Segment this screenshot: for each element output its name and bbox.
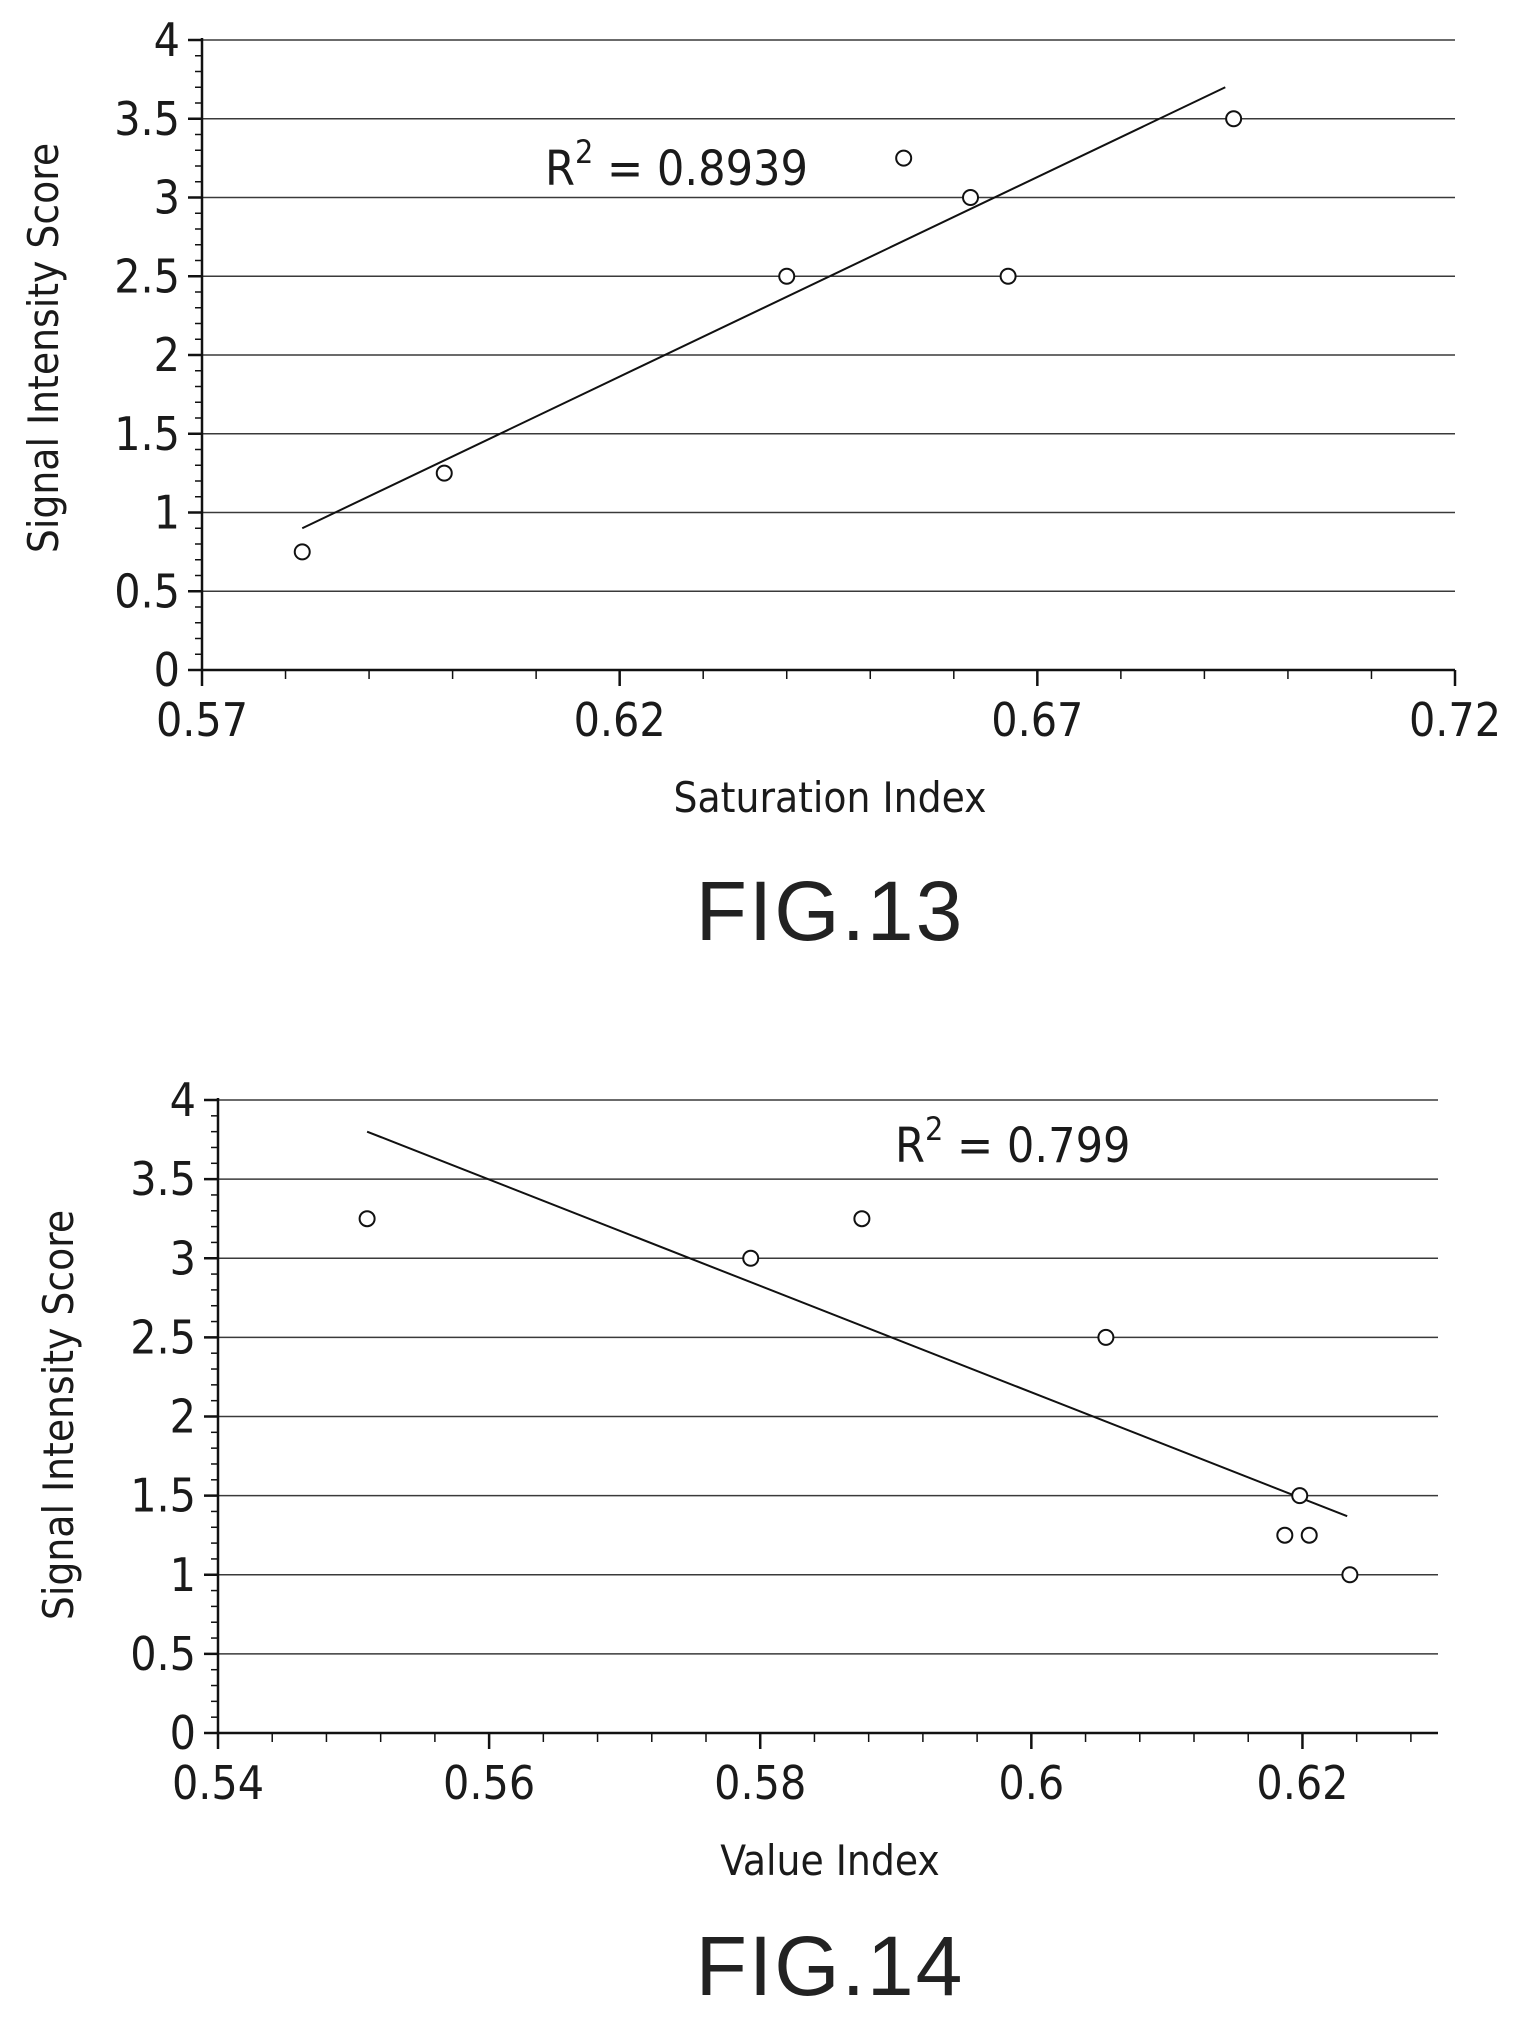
- chart-trendline-group: [366, 1130, 1348, 1518]
- y-tick-label-3: 3: [154, 171, 180, 225]
- x-tick-label-0.56: 0.56: [443, 1756, 535, 1810]
- y-tick-label-3: 3: [170, 1231, 196, 1285]
- y-tick-label-2: 2: [170, 1390, 196, 1444]
- data-point-3: [778, 267, 796, 285]
- chart-points: [293, 110, 1243, 561]
- chart-axes: [200, 38, 1455, 672]
- r-squared-annotation: R2 = 0.8939: [545, 133, 808, 197]
- figure-label: FIG.14: [696, 1919, 965, 2013]
- r-squared-base: R: [545, 141, 575, 197]
- data-point-7: [1225, 110, 1243, 128]
- data-point-2: [742, 1249, 760, 1267]
- figure-label: FIG.13: [696, 864, 965, 958]
- y-tick-label-4: 4: [170, 1073, 196, 1127]
- y-axis-title: Signal Intensity Score: [34, 1210, 83, 1620]
- chart-gridlines: [218, 1099, 1438, 1655]
- x-tick-label-0.62: 0.62: [1256, 1756, 1348, 1810]
- data-point-6: [1291, 1487, 1309, 1505]
- y-tick-label-4: 4: [154, 13, 180, 67]
- y-tick-label-1: 1: [154, 486, 180, 540]
- x-tick-label-0.67: 0.67: [991, 693, 1083, 747]
- data-point-4: [895, 149, 913, 167]
- data-point-5: [1276, 1526, 1294, 1544]
- r-squared-value: = 0.8939: [593, 141, 808, 197]
- chart-ticks: 0 0.5 1 1.5 2 2.5 3 3.5 4 0.54 0.56 0.58 0.6 0.62: [130, 1073, 1412, 1810]
- r-squared-base: R: [895, 1118, 925, 1174]
- y-tick-label-2.5: 2.5: [130, 1310, 196, 1364]
- r-squared-sup: 2: [575, 133, 593, 171]
- x-axis-title: Value Index: [720, 1836, 939, 1885]
- trendline: [301, 86, 1226, 530]
- y-tick-label-0: 0: [154, 643, 180, 697]
- chart-trendline-group: [301, 86, 1226, 530]
- data-point-6: [999, 267, 1017, 285]
- y-tick-label-3.5: 3.5: [114, 92, 180, 146]
- chart-fig13: 0 0.5 1 1.5 2 2.5 3 3.5 4 0.57 0.62 0.67 0.72 Satura…: [19, 13, 1501, 958]
- data-point-5: [962, 189, 980, 206]
- x-axis-title: Saturation Index: [674, 773, 987, 822]
- y-tick-label-1: 1: [170, 1548, 196, 1602]
- chart-points: [358, 1210, 1359, 1584]
- data-point-8: [1341, 1566, 1359, 1584]
- data-point-7: [1300, 1526, 1318, 1544]
- y-tick-label-0.5: 0.5: [114, 564, 180, 618]
- data-point-2: [435, 464, 453, 482]
- x-tick-label-0.58: 0.58: [714, 1756, 806, 1810]
- data-point-1: [293, 543, 311, 561]
- y-tick-label-2.5: 2.5: [114, 249, 180, 303]
- x-tick-label-0.57: 0.57: [156, 693, 248, 747]
- chart-fig14: 0 0.5 1 1.5 2 2.5 3 3.5 4 0.54 0.56 0.58 0.6 0.62 Val…: [34, 1073, 1438, 2013]
- r-squared-sup: 2: [925, 1110, 943, 1148]
- data-point-1: [358, 1210, 376, 1228]
- r-squared-value: = 0.799: [943, 1118, 1130, 1174]
- y-tick-label-2: 2: [154, 328, 180, 382]
- data-point-3: [853, 1210, 871, 1228]
- chart-axes: [216, 1098, 1438, 1735]
- x-tick-label-0.6: 0.6: [998, 1756, 1064, 1810]
- y-tick-label-0.5: 0.5: [130, 1627, 196, 1681]
- y-tick-label-0: 0: [170, 1706, 196, 1760]
- y-axis-title: Signal Intensity Score: [19, 143, 68, 553]
- x-tick-label-0.62: 0.62: [574, 693, 666, 747]
- chart-gridlines: [202, 39, 1455, 592]
- trendline: [366, 1130, 1348, 1518]
- y-tick-label-1.5: 1.5: [114, 407, 180, 461]
- y-tick-label-1.5: 1.5: [130, 1469, 196, 1523]
- x-tick-label-0.72: 0.72: [1409, 693, 1501, 747]
- x-tick-label-0.54: 0.54: [172, 1756, 264, 1810]
- data-point-4: [1097, 1328, 1115, 1346]
- r-squared-annotation: R2 = 0.799: [895, 1110, 1131, 1174]
- chart-ticks: 0 0.5 1 1.5 2 2.5 3 3.5 4 0.57 0.62 0.67 0.72: [114, 13, 1501, 747]
- y-tick-label-3.5: 3.5: [130, 1152, 196, 1206]
